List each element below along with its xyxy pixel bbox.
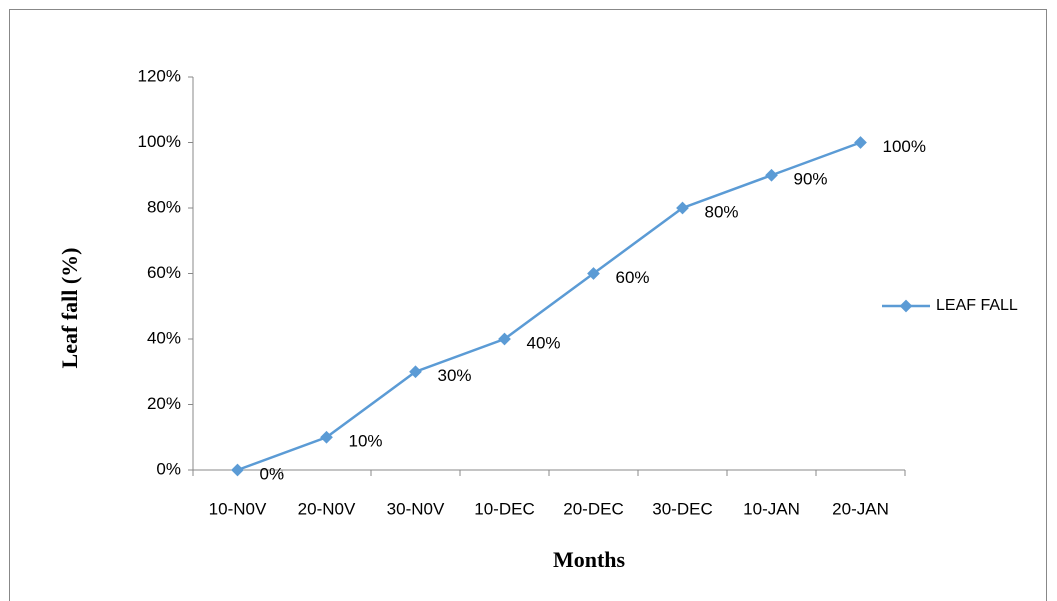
- x-tick-label: 10-JAN: [743, 499, 800, 518]
- x-tick-label: 10-DEC: [474, 499, 534, 518]
- data-point: [854, 136, 867, 149]
- data-point: [498, 332, 511, 346]
- data-point: [409, 365, 422, 379]
- series-line: [237, 141, 861, 472]
- x-tick-label: 20-DEC: [563, 499, 623, 518]
- data-label: 10%: [349, 432, 383, 451]
- legend-label: LEAF FALL: [936, 297, 1018, 314]
- data-label: 80%: [705, 202, 739, 221]
- x-tick-label: 20-JAN: [832, 499, 889, 518]
- data-label: 30%: [438, 366, 472, 385]
- chart-frame: [9, 9, 1047, 601]
- data-point: [765, 168, 778, 182]
- data-label: 100%: [883, 137, 926, 156]
- x-tick-label: 20-N0V: [298, 499, 356, 518]
- data-label: 0%: [260, 464, 285, 483]
- legend-marker: [899, 299, 913, 313]
- x-tick-label: 30-DEC: [652, 499, 712, 518]
- data-point: [231, 463, 244, 477]
- x-axis-title: Months: [553, 547, 626, 572]
- data-label: 40%: [527, 333, 561, 352]
- y-tick-label: 20%: [147, 394, 181, 413]
- y-tick-label: 120%: [138, 66, 181, 85]
- y-tick-label: 60%: [147, 263, 181, 282]
- y-axis-title: Leaf fall (%): [57, 248, 82, 369]
- x-tick-label: 10-N0V: [209, 499, 267, 518]
- x-tick-label: 30-N0V: [387, 499, 445, 518]
- y-tick-label: 40%: [147, 328, 181, 347]
- y-tick-label: 80%: [147, 197, 181, 216]
- data-label: 60%: [616, 268, 650, 287]
- data-label: 90%: [794, 170, 828, 189]
- y-tick-label: 0%: [156, 459, 181, 478]
- data-point: [320, 430, 333, 444]
- y-tick-label: 100%: [138, 132, 181, 151]
